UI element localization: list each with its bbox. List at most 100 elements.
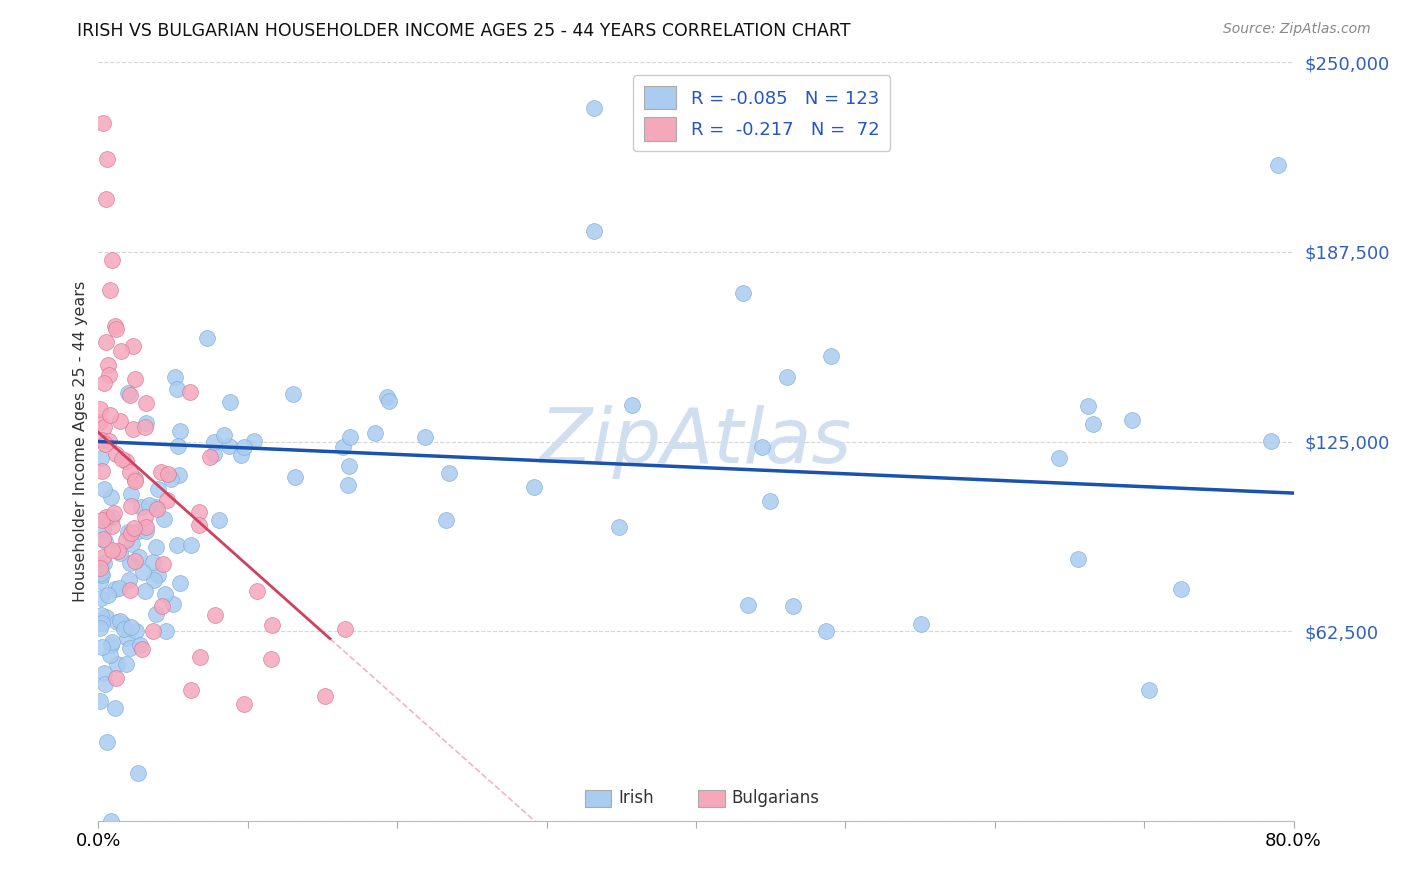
Point	[93, 420, 115, 434]
Point	[115, 454, 138, 468]
Point	[204, 608, 226, 623]
Point	[413, 430, 436, 444]
Point	[89, 574, 111, 588]
Point	[1139, 682, 1161, 697]
Point	[202, 434, 225, 449]
Point	[776, 370, 799, 384]
Point	[314, 690, 336, 704]
Point	[97, 358, 120, 372]
Point	[89, 415, 111, 429]
Point	[332, 441, 354, 455]
Point	[135, 396, 157, 410]
Point	[127, 766, 149, 780]
Point	[145, 541, 167, 555]
Point	[149, 465, 172, 479]
Point	[105, 615, 128, 629]
Point	[93, 557, 115, 571]
Point	[120, 465, 142, 479]
Point	[89, 621, 111, 635]
Point	[284, 469, 307, 483]
Point	[90, 451, 112, 466]
Point	[100, 490, 122, 504]
Point	[143, 573, 166, 587]
Point	[124, 553, 146, 567]
Point	[91, 433, 114, 447]
Point	[218, 439, 240, 453]
Point	[90, 615, 112, 630]
Point	[100, 510, 122, 524]
Point	[166, 382, 188, 396]
Point	[97, 588, 120, 602]
Point	[89, 402, 111, 417]
Point	[110, 546, 132, 560]
Text: Bulgarians: Bulgarians	[733, 789, 820, 807]
Point	[104, 318, 127, 333]
Point	[118, 641, 141, 656]
Point	[782, 599, 804, 613]
Point	[167, 467, 190, 482]
Point	[131, 566, 153, 580]
Point	[166, 439, 188, 453]
Point	[108, 414, 131, 428]
Point	[96, 734, 118, 748]
Point	[195, 331, 218, 345]
Point	[233, 440, 256, 454]
Point	[188, 649, 211, 664]
Point	[105, 322, 128, 336]
FancyBboxPatch shape	[699, 790, 724, 807]
Point	[129, 500, 152, 515]
Point	[165, 370, 187, 384]
Point	[153, 512, 176, 526]
Point	[737, 598, 759, 612]
Point	[122, 339, 145, 353]
Point	[94, 192, 117, 206]
Point	[157, 467, 180, 481]
Point	[1081, 417, 1104, 431]
Point	[179, 384, 201, 399]
Point	[180, 538, 202, 552]
Point	[100, 814, 122, 828]
Point	[120, 620, 142, 634]
Point	[120, 557, 142, 571]
Point	[202, 447, 225, 461]
Point	[115, 631, 138, 645]
Point	[90, 640, 112, 655]
Point	[218, 395, 240, 409]
Point	[145, 607, 167, 621]
Point	[105, 657, 128, 671]
Point	[153, 586, 176, 600]
Text: Source: ZipAtlas.com: Source: ZipAtlas.com	[1223, 22, 1371, 37]
Point	[232, 698, 254, 712]
Point	[115, 533, 138, 547]
Point	[1047, 451, 1070, 466]
Point	[214, 428, 236, 442]
Point	[364, 425, 387, 440]
Point	[134, 584, 156, 599]
Text: ZipAtlas: ZipAtlas	[540, 405, 852, 478]
Text: IRISH VS BULGARIAN HOUSEHOLDER INCOME AGES 25 - 44 YEARS CORRELATION CHART: IRISH VS BULGARIAN HOUSEHOLDER INCOME AG…	[77, 22, 851, 40]
Point	[117, 525, 139, 540]
Point	[621, 398, 644, 412]
Point	[134, 420, 156, 434]
Point	[104, 582, 127, 597]
Point	[814, 624, 837, 639]
Point	[339, 430, 361, 444]
Point	[108, 614, 131, 628]
Point	[145, 500, 167, 515]
Point	[98, 434, 121, 449]
Point	[98, 283, 122, 297]
Point	[121, 536, 143, 550]
Point	[160, 472, 183, 486]
Point	[101, 252, 124, 267]
Point	[107, 581, 129, 595]
Point	[169, 424, 191, 438]
Point	[188, 517, 211, 532]
Point	[90, 567, 112, 582]
Point	[188, 504, 211, 518]
Point	[260, 652, 283, 666]
Point	[93, 483, 115, 497]
Point	[96, 512, 118, 526]
Point	[103, 506, 125, 520]
Point	[281, 387, 304, 401]
Point	[118, 388, 141, 402]
